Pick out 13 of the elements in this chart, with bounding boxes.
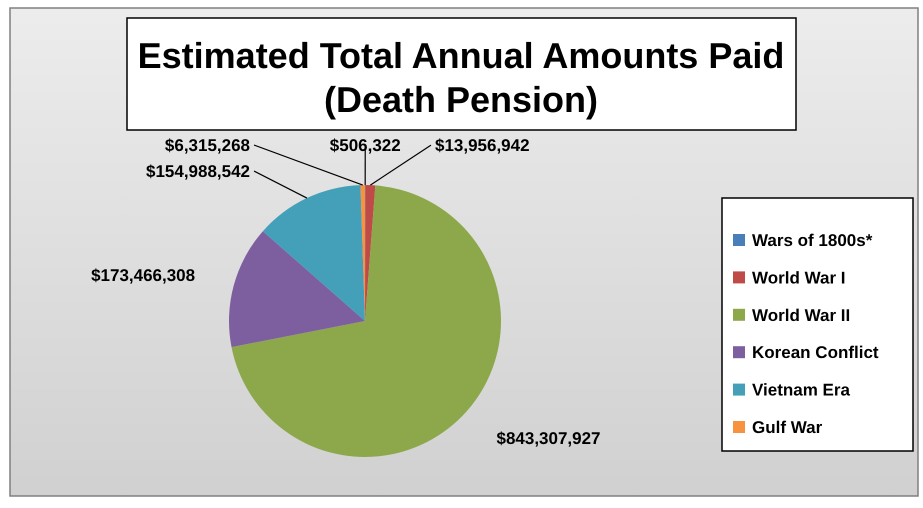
legend-label: World War I: [752, 268, 846, 288]
legend-label: World War II: [752, 306, 850, 325]
data-label: $13,956,942: [435, 136, 530, 156]
data-label: $843,307,927: [496, 428, 601, 448]
data-label: $506,322: [330, 136, 401, 155]
legend-label: Vietnam Era: [752, 380, 851, 400]
legend-label: Gulf War: [752, 418, 823, 437]
legend-label: Wars of 1800s*: [752, 231, 873, 250]
data-label: $154,988,542: [146, 162, 250, 182]
legend-label: Korean Conflict: [752, 343, 879, 362]
chart-title: Estimated Total Annual Amounts Paid (Death Pension): [138, 35, 784, 120]
data-label: $173,466,308: [91, 266, 196, 286]
data-label: $6,315,268: [164, 136, 250, 156]
